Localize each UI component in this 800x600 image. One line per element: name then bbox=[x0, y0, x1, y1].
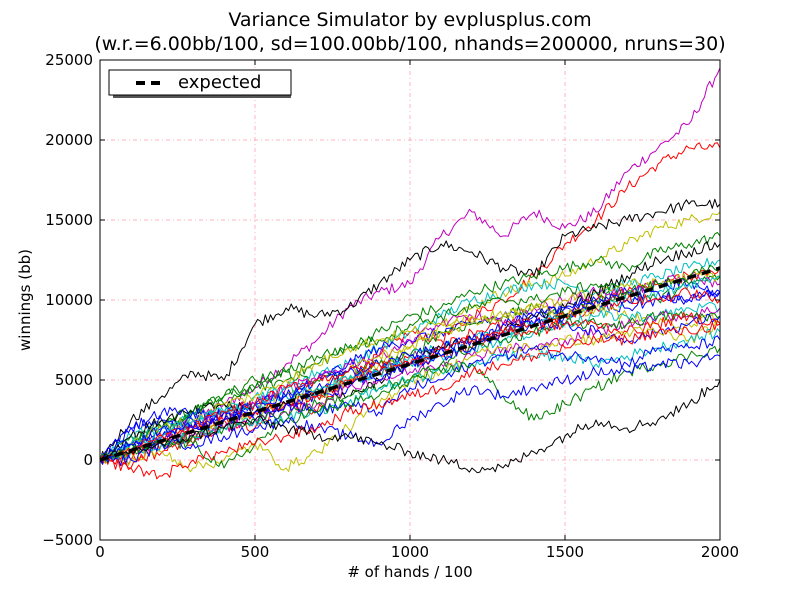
y-tick-label-5: 20000 bbox=[45, 131, 93, 149]
y-axis-label: winnings (bb) bbox=[16, 249, 34, 351]
y-tick-label-2: 5000 bbox=[55, 371, 93, 389]
y-tick-label-6: 25000 bbox=[45, 51, 93, 69]
run-series-26 bbox=[99, 335, 721, 462]
run-series-30 bbox=[99, 379, 721, 474]
x-tick-label-2: 1000 bbox=[391, 543, 429, 561]
run-series-29 bbox=[99, 320, 721, 480]
run-series-15 bbox=[99, 265, 721, 461]
run-series-27 bbox=[99, 345, 721, 469]
x-tick-label-0: 0 bbox=[95, 543, 105, 561]
run-series-20 bbox=[99, 306, 721, 463]
run-series-5 bbox=[99, 232, 721, 461]
axis-ticks: 0 500 1000 1500 2000−50000500010000150002000… bbox=[42, 51, 739, 561]
x-axis-label: # of hands / 100 bbox=[347, 563, 472, 581]
run-series-3 bbox=[99, 198, 721, 461]
expected-series-group bbox=[99, 266, 721, 462]
y-tick-label-4: 15000 bbox=[45, 211, 93, 229]
chart-title: Variance Simulator by evplusplus.com bbox=[228, 9, 591, 31]
x-tick-label-4: 2000 bbox=[701, 543, 739, 561]
run-series-1 bbox=[99, 67, 721, 462]
run-series-28 bbox=[99, 353, 721, 466]
chart-subtitle: (w.r.=6.00bb/100, sd=100.00bb/100, nhand… bbox=[94, 33, 725, 55]
x-tick-label-3: 1500 bbox=[546, 543, 584, 561]
legend: expected bbox=[108, 69, 292, 98]
y-tick-label-1: 0 bbox=[83, 451, 93, 469]
run-series-12 bbox=[99, 270, 721, 461]
legend-expected-label: expected bbox=[178, 72, 261, 93]
x-tick-label-1: 500 bbox=[241, 543, 270, 561]
y-tick-label-0: −5000 bbox=[42, 531, 93, 549]
run-series-23 bbox=[99, 312, 721, 463]
expected-line bbox=[99, 266, 721, 462]
y-tick-label-3: 10000 bbox=[45, 291, 93, 309]
